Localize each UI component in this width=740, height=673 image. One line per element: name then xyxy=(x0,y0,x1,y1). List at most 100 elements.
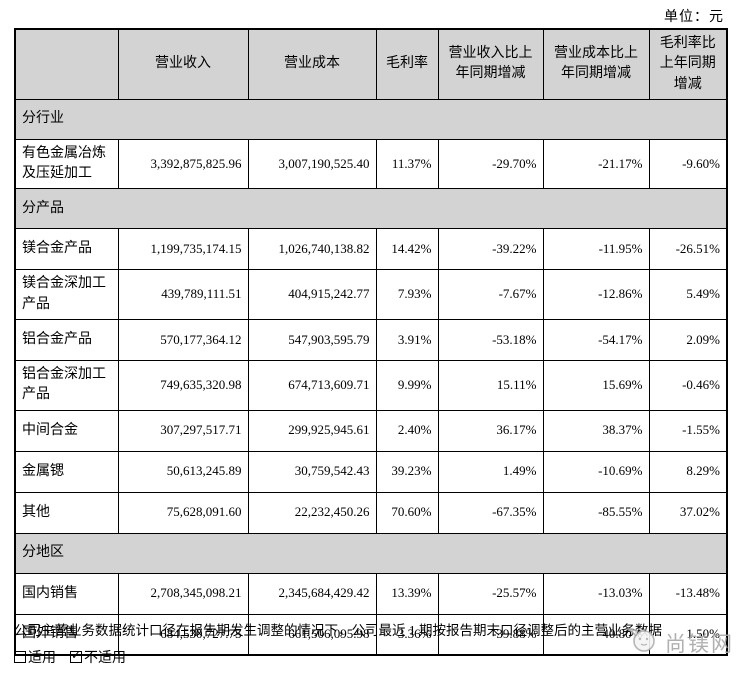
table-cell: -26.51% xyxy=(648,228,728,271)
table-cell: 38.37% xyxy=(542,409,650,452)
table-cell: 5.49% xyxy=(648,269,728,321)
table-row: 镁合金产品 1,199,735,174.15 1,026,740,138.82 14.… xyxy=(14,228,728,271)
row-label: 国外销售 xyxy=(14,613,119,656)
column-header-cost-yoy: 营业成本比上年同期增减 xyxy=(542,28,650,100)
table-cell: 439,789,111.51 xyxy=(117,269,249,321)
table-cell: -39.22% xyxy=(437,228,544,271)
section-label: 分产品 xyxy=(14,188,728,230)
watermark: 尚镁网 xyxy=(626,626,734,659)
footnote-text: 公司主营业务数据统计口径在报告期发生调整的情况下，公司最近 1 期按报告期末口径… xyxy=(14,623,662,638)
row-label: 国内销售 xyxy=(14,572,119,615)
table-cell: 3.91% xyxy=(375,319,439,362)
table-cell: 9.99% xyxy=(375,360,439,411)
table-cell: -21.17% xyxy=(542,138,650,190)
column-header-revenue: 营业收入 xyxy=(117,28,249,100)
table-cell: 8.29% xyxy=(648,450,728,493)
table-cell: -29.70% xyxy=(437,138,544,190)
table-cell: 674,713,609.71 xyxy=(247,360,377,411)
table-row: 有色金属冶炼及压延加工 3,392,875,825.96 3,007,190,525… xyxy=(14,138,728,190)
table-header: 营业收入 营业成本 毛利率 营业收入比上年同期增减 营业成本比上年同期增减 毛利… xyxy=(14,28,728,100)
column-header-revenue-yoy: 营业收入比上年同期增减 xyxy=(437,28,544,100)
table-cell: 2,345,684,429.42 xyxy=(247,572,377,615)
section-label: 分行业 xyxy=(14,98,728,140)
table-cell: 15.11% xyxy=(437,360,544,411)
table-cell: 50,613,245.89 xyxy=(117,450,249,493)
table-cell: 547,903,595.79 xyxy=(247,319,377,362)
row-label: 中间合金 xyxy=(14,409,119,452)
row-label: 铝合金产品 xyxy=(14,319,119,362)
row-label: 铝合金深加工产品 xyxy=(14,360,119,411)
table-row: 国内销售 2,708,345,098.21 2,345,684,429.42 13.3… xyxy=(14,572,728,615)
table-cell: -85.55% xyxy=(542,491,650,534)
table-cell: 404,915,242.77 xyxy=(247,269,377,321)
table-cell: -0.46% xyxy=(648,360,728,411)
table-cell: 13.39% xyxy=(375,572,439,615)
table-cell: 2,708,345,098.21 xyxy=(117,572,249,615)
table-cell: 11.37% xyxy=(375,138,439,190)
column-header-cost: 营业成本 xyxy=(247,28,377,100)
column-header-margin-yoy: 毛利率比上年同期增减 xyxy=(648,28,728,100)
row-label: 有色金属冶炼及压延加工 xyxy=(14,138,119,190)
table-cell: 684,530,727.75 xyxy=(117,613,249,656)
table-cell: 307,297,517.71 xyxy=(117,409,249,452)
table-cell: 2.09% xyxy=(648,319,728,362)
applicable-option[interactable]: 适用 xyxy=(14,647,56,667)
table-cell: 570,177,364.12 xyxy=(117,319,249,362)
table-cell: 22,232,450.26 xyxy=(247,491,377,534)
table-row: 镁合金深加工产品 439,789,111.51 404,915,242.77 7.93… xyxy=(14,269,728,321)
column-header-margin: 毛利率 xyxy=(375,28,439,100)
table-cell: -1.55% xyxy=(648,409,728,452)
table-row: 中间合金 307,297,517.71 299,925,945.61 2.40% 36.… xyxy=(14,409,728,452)
row-label: 镁合金产品 xyxy=(14,228,119,271)
table-cell: 1.50% xyxy=(648,613,728,656)
section-row: 分产品 xyxy=(14,188,728,230)
table-cell: 7.93% xyxy=(375,269,439,321)
table-cell: -7.67% xyxy=(437,269,544,321)
row-label: 金属锶 xyxy=(14,450,119,493)
table-cell: 36.17% xyxy=(437,409,544,452)
table-cell: 75,628,091.60 xyxy=(117,491,249,534)
not-applicable-label: 不适用 xyxy=(84,651,126,666)
watermark-text: 尚镁网 xyxy=(665,632,734,656)
checkbox-unchecked-icon[interactable] xyxy=(14,651,26,663)
table-cell: 30,759,542.43 xyxy=(247,450,377,493)
table-cell: -9.60% xyxy=(648,138,728,190)
table-cell: 3,007,190,525.40 xyxy=(247,138,377,190)
table-cell: -53.18% xyxy=(437,319,544,362)
table-cell: 3,392,875,825.96 xyxy=(117,138,249,190)
section-label: 分地区 xyxy=(14,532,728,574)
table-row: 金属锶 50,613,245.89 30,759,542.43 39.23% 1.49%… xyxy=(14,450,728,493)
table-cell: 3.36% xyxy=(375,613,439,656)
table-cell: 1,026,740,138.82 xyxy=(247,228,377,271)
row-label: 其他 xyxy=(14,491,119,534)
shangmei-mascot-icon xyxy=(626,626,660,659)
table-cell: 749,635,320.98 xyxy=(117,360,249,411)
table-cell: 37.02% xyxy=(648,491,728,534)
not-applicable-option[interactable]: 不适用 xyxy=(70,647,126,667)
table-cell: 299,925,945.61 xyxy=(247,409,377,452)
section-row: 分行业 xyxy=(14,98,728,140)
applicability-line: 适用 不适用 xyxy=(14,647,136,667)
table-cell: 70.60% xyxy=(375,491,439,534)
table-cell: 2.40% xyxy=(375,409,439,452)
table-cell: -13.48% xyxy=(648,572,728,615)
checkbox-checked-icon[interactable] xyxy=(70,649,82,663)
row-label: 镁合金深加工产品 xyxy=(14,269,119,321)
column-header-blank xyxy=(14,28,119,100)
table-row: 其他 75,628,091.60 22,232,450.26 70.60% -67.35… xyxy=(14,491,728,534)
section-row: 分地区 xyxy=(14,532,728,574)
table-cell: -25.57% xyxy=(437,572,544,615)
table-cell: -12.86% xyxy=(542,269,650,321)
table-body: 分行业 有色金属冶炼及压延加工 3,392,875,825.96 3,007,190,… xyxy=(14,98,728,656)
table-cell: 39.23% xyxy=(375,450,439,493)
table-cell: -10.69% xyxy=(542,450,650,493)
table-cell: -54.17% xyxy=(542,319,650,362)
table-cell: -13.03% xyxy=(542,572,650,615)
table-cell: -11.95% xyxy=(542,228,650,271)
applicable-label: 适用 xyxy=(28,651,56,666)
table-cell: 15.69% xyxy=(542,360,650,411)
table-cell: 1,199,735,174.15 xyxy=(117,228,249,271)
table-cell: -67.35% xyxy=(437,491,544,534)
table-row: 国外销售 684,530,727.75 661,506,095.98 3.36% -39… xyxy=(14,613,728,656)
